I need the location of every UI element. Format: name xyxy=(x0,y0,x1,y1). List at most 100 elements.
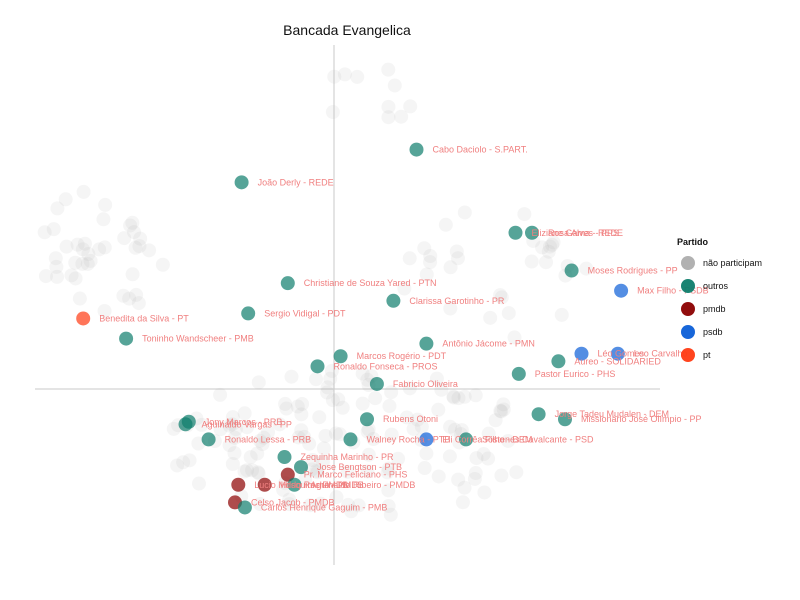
non-participant-point xyxy=(382,399,397,414)
non-participant-point xyxy=(49,259,64,274)
non-participant-point xyxy=(579,261,594,276)
non-participant-point xyxy=(131,296,146,311)
non-participant-point xyxy=(72,291,87,306)
non-participant-point xyxy=(155,257,170,272)
non-participant-point xyxy=(98,197,113,212)
data-point xyxy=(419,336,434,351)
non-participant-point xyxy=(46,222,61,237)
data-point xyxy=(360,412,374,427)
non-participant-point xyxy=(68,271,83,286)
non-participant-point xyxy=(494,468,509,483)
non-participant-point xyxy=(361,447,376,462)
non-participant-point xyxy=(394,109,409,124)
non-participant-point xyxy=(380,465,395,480)
point-label: Aureo - SOLIDARIED xyxy=(574,356,661,366)
legend-label: outros xyxy=(703,281,729,291)
non-participant-point xyxy=(483,310,498,325)
non-participant-point xyxy=(316,441,331,456)
non-participant-point xyxy=(92,242,107,257)
point-label: Max Filho - PSDB xyxy=(637,286,709,296)
non-participant-point xyxy=(97,303,112,318)
point-label: Aguinaldo Vargas - PP xyxy=(202,419,292,429)
non-participant-point xyxy=(355,396,370,411)
non-participant-point xyxy=(250,465,265,480)
non-participant-point xyxy=(302,436,317,451)
non-participant-point xyxy=(304,462,319,477)
data-point xyxy=(280,276,295,291)
non-participant-point xyxy=(142,243,157,258)
non-participant-point xyxy=(493,288,508,303)
non-participant-point xyxy=(305,453,320,468)
non-participant-point xyxy=(419,267,434,282)
non-participant-point xyxy=(350,69,365,84)
non-participant-point xyxy=(170,458,185,473)
non-participant-point xyxy=(443,419,458,434)
non-participant-point xyxy=(467,471,482,486)
non-participant-point xyxy=(419,446,434,461)
non-participant-point xyxy=(132,239,147,254)
non-participant-point xyxy=(222,438,237,453)
non-participant-point xyxy=(509,465,524,480)
non-participant-point xyxy=(417,461,432,476)
legend-swatch xyxy=(681,279,695,293)
point-label: Hildo Rocha - PMDB xyxy=(281,480,364,490)
non-participant-point xyxy=(237,406,252,421)
non-participant-point xyxy=(539,255,554,270)
chart-title: Bancada Evangelica xyxy=(283,22,411,38)
legend-title: Partido xyxy=(677,237,709,247)
non-participant-point xyxy=(315,454,330,469)
non-participant-point xyxy=(50,201,65,216)
non-participant-point xyxy=(381,99,396,114)
non-participant-point xyxy=(250,446,265,461)
point-label: Eliziane Gama - REDE xyxy=(532,228,624,238)
data-point xyxy=(277,450,292,465)
non-participant-point xyxy=(360,424,375,439)
point-label: Zequinha Marinho - PR xyxy=(301,452,395,462)
non-participant-point xyxy=(431,402,446,417)
non-participant-point xyxy=(546,235,561,250)
point-label: Cabo Daciolo - S.PART. xyxy=(433,145,528,155)
non-participant-point xyxy=(481,451,496,466)
point-label: Toninho Wandscheer - PMB xyxy=(142,334,254,344)
point-label: Aguinaldo Ribeiro - PMDB xyxy=(310,480,415,490)
non-participant-point xyxy=(70,237,85,252)
point-label: Eli Corrêa Filho - DEM xyxy=(442,434,532,444)
non-participant-point xyxy=(227,446,242,461)
non-participant-point xyxy=(282,497,297,512)
data-point xyxy=(558,412,572,427)
non-participant-point xyxy=(457,389,472,404)
non-participant-point xyxy=(331,392,346,407)
point-label: Benedita da Silva - PT xyxy=(99,313,189,323)
non-participant-point xyxy=(97,240,112,255)
non-participant-point xyxy=(83,253,98,268)
non-participant-point xyxy=(381,110,396,125)
non-participant-point xyxy=(272,417,287,432)
point-label: Clarissa Garotinho - PR xyxy=(409,296,505,306)
non-participant-point xyxy=(253,433,268,448)
non-participant-point xyxy=(429,371,444,386)
non-participant-point xyxy=(225,417,240,432)
non-participant-point xyxy=(447,422,462,437)
non-participant-point xyxy=(327,69,342,84)
non-participant-point xyxy=(335,400,350,415)
non-participant-point xyxy=(328,426,343,441)
data-point xyxy=(280,467,295,482)
non-participant-point xyxy=(278,396,293,411)
non-participant-point xyxy=(446,389,461,404)
non-participant-point xyxy=(312,410,327,425)
non-participant-point xyxy=(501,433,516,448)
point-label: Pastor Eurico - PHS xyxy=(535,369,616,379)
non-participant-point xyxy=(227,430,242,445)
non-participant-point xyxy=(468,466,483,481)
non-participant-point xyxy=(391,451,406,466)
non-participant-point xyxy=(329,490,344,505)
data-point xyxy=(614,283,629,298)
non-participant-point xyxy=(59,239,74,254)
non-participant-point xyxy=(384,385,399,400)
data-point xyxy=(231,477,246,492)
non-participant-point xyxy=(434,382,449,397)
non-participant-point xyxy=(366,432,381,447)
non-participant-point xyxy=(297,429,312,444)
non-participant-point xyxy=(451,472,466,487)
non-participant-point xyxy=(320,385,335,400)
